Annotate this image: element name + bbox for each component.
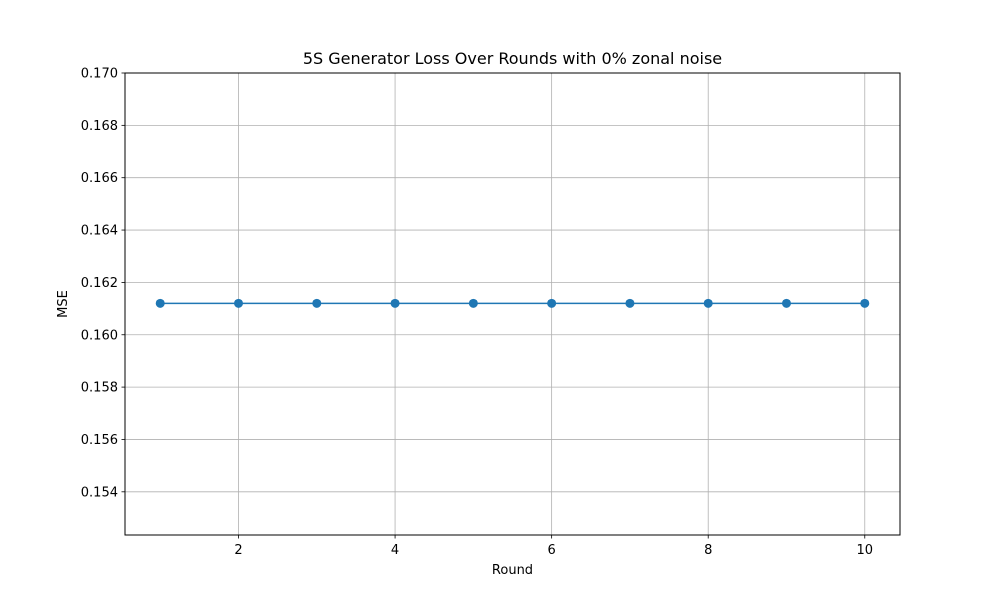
data-point (234, 298, 244, 308)
data-point (390, 298, 400, 308)
y-tick-label: 0.168 (81, 119, 118, 134)
data-point (312, 298, 322, 308)
x-axis-label: Round (492, 563, 533, 578)
x-tick-label: 8 (704, 543, 712, 558)
x-tick-label: 2 (234, 543, 242, 558)
data-point (468, 298, 478, 308)
chart-title: 5S Generator Loss Over Rounds with 0% zo… (303, 49, 722, 68)
data-point (860, 298, 870, 308)
plot-frame (124, 72, 901, 536)
x-tick-label: 4 (391, 543, 399, 558)
y-tick-label: 0.154 (81, 485, 118, 500)
y-tick-label: 0.166 (81, 171, 118, 186)
x-tick-label: 10 (856, 543, 873, 558)
y-tick-label: 0.160 (81, 328, 118, 343)
tick-layer: 2 4 6 8 10 0.154 0.156 0.158 0.160 0.162 0.164 0.16… (81, 67, 873, 559)
data-point (703, 298, 713, 308)
y-tick-label: 0.162 (81, 276, 118, 291)
data-point (781, 298, 791, 308)
data-point (155, 298, 165, 308)
y-axis-label: MSE (56, 290, 71, 318)
data-point (547, 298, 557, 308)
y-tick-label: 0.158 (81, 381, 118, 396)
series-layer (155, 298, 870, 308)
y-tick-label: 0.164 (81, 224, 118, 239)
y-tick-label: 0.170 (81, 67, 118, 82)
data-point (625, 298, 635, 308)
y-tick-label: 0.156 (81, 433, 118, 448)
x-tick-label: 6 (548, 543, 556, 558)
